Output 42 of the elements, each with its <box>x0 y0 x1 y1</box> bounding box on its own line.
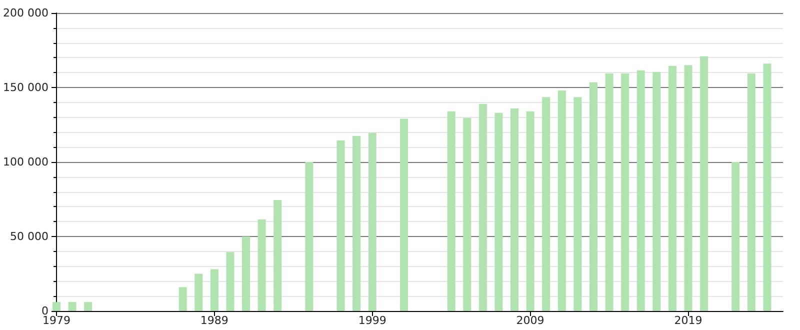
bar <box>210 269 218 311</box>
bar <box>510 108 519 311</box>
x-tick-label: 2019 <box>674 314 702 327</box>
bar <box>700 56 708 311</box>
bar <box>763 64 772 311</box>
bar <box>400 118 408 311</box>
bar <box>732 162 740 311</box>
bar <box>194 274 203 311</box>
bar <box>305 162 314 311</box>
bar <box>558 90 566 311</box>
bar <box>463 118 472 311</box>
bar <box>242 236 250 311</box>
bar <box>684 65 692 311</box>
x-tick-label: 2009 <box>516 314 544 327</box>
bar <box>336 140 345 311</box>
bar <box>84 302 92 311</box>
bar <box>274 200 282 311</box>
bar <box>258 219 266 311</box>
bar <box>526 111 534 311</box>
bar <box>352 136 361 311</box>
y-tick-label: 200 000 <box>2 6 48 20</box>
bar <box>652 72 661 311</box>
bar <box>542 97 550 311</box>
x-tick-label: 1999 <box>358 314 386 327</box>
bar <box>668 66 676 311</box>
bar <box>636 70 645 311</box>
y-tick-label: 150 000 <box>2 81 48 94</box>
bar <box>747 73 756 311</box>
bar <box>68 302 76 311</box>
bar <box>368 132 376 311</box>
y-tick-label: 100 000 <box>2 156 48 168</box>
bar <box>589 82 598 311</box>
bar <box>478 104 487 311</box>
bar <box>494 112 503 311</box>
bar <box>178 287 187 311</box>
bar <box>605 73 614 311</box>
bar <box>447 111 456 311</box>
y-tick-label: 50 000 <box>10 230 48 243</box>
bar <box>226 252 234 311</box>
bar <box>574 97 582 311</box>
bar <box>621 73 630 311</box>
x-tick-label: 1989 <box>200 314 228 327</box>
